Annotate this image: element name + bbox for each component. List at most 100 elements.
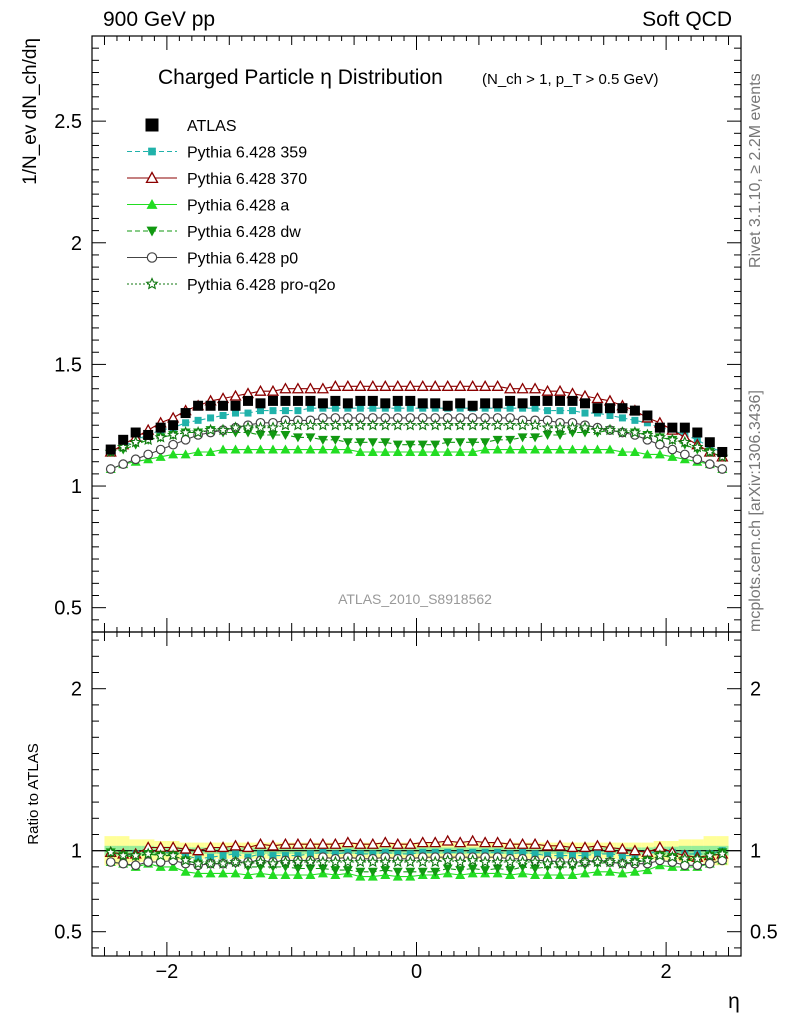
- ratio-point: [366, 837, 379, 849]
- data-point: [243, 444, 254, 454]
- data-point: [330, 435, 341, 445]
- ratio-y-tick-label: 2: [71, 679, 82, 701]
- ratio-point: [404, 837, 417, 849]
- ratio-point: [369, 850, 377, 858]
- ratio-point: [291, 855, 305, 868]
- ratio-point: [204, 841, 217, 853]
- data-point: [305, 444, 316, 454]
- y-tick-label: 1: [71, 476, 82, 498]
- ratio-point: [193, 868, 204, 878]
- ratio-point: [229, 839, 242, 851]
- data-point: [316, 418, 329, 431]
- data-point: [479, 379, 492, 391]
- ratio-point: [142, 847, 155, 860]
- data-point: [292, 395, 303, 406]
- ratio-y-tick-label-right: 2: [750, 679, 761, 701]
- data-point: [380, 438, 391, 448]
- data-point: [506, 404, 514, 412]
- data-point: [330, 444, 341, 454]
- ratio-point: [578, 855, 592, 868]
- data-point: [655, 439, 665, 450]
- data-point: [105, 444, 116, 455]
- legend-marker: [145, 118, 159, 132]
- x-axis-label: η: [728, 990, 740, 1013]
- ratio-point: [579, 868, 590, 878]
- data-point: [280, 395, 291, 406]
- ratio-point: [342, 866, 353, 876]
- data-point: [404, 379, 417, 391]
- data-point: [591, 423, 604, 436]
- data-point: [617, 446, 628, 456]
- data-point: [143, 429, 154, 440]
- ratio-point: [419, 848, 427, 856]
- data-point: [355, 395, 366, 406]
- data-point: [455, 398, 466, 409]
- series-layer: [104, 379, 729, 881]
- ratio-point: [279, 855, 292, 868]
- data-point: [442, 400, 453, 411]
- ratio-point: [269, 852, 277, 860]
- ratio-point: [154, 849, 167, 861]
- ratio-point: [504, 855, 517, 868]
- data-point: [369, 404, 377, 412]
- ratio-point: [553, 839, 567, 851]
- ratio-point: [492, 864, 503, 874]
- ratio-point: [628, 855, 642, 868]
- data-point: [454, 418, 467, 431]
- ratio-point: [230, 868, 241, 878]
- ratio-point: [541, 857, 554, 869]
- data-point: [604, 403, 615, 414]
- data-point: [244, 409, 252, 417]
- legend-label: Pythia 6.428 pro-q2o: [187, 277, 336, 294]
- data-point: [603, 423, 617, 436]
- data-point: [455, 446, 466, 456]
- ratio-point: [704, 858, 715, 869]
- x-tick-label: 0: [411, 961, 422, 983]
- data-point: [467, 400, 478, 411]
- data-point: [180, 408, 191, 419]
- analysis-id-label: ATLAS_2010_S8918562: [338, 591, 492, 607]
- ratio-point: [442, 864, 453, 874]
- data-point: [254, 421, 267, 433]
- data-point: [232, 409, 240, 417]
- data-point: [480, 444, 491, 454]
- ratio-point: [254, 855, 267, 868]
- data-point: [430, 398, 441, 409]
- ratio-point: [716, 847, 729, 860]
- ratio-point: [291, 837, 305, 849]
- ratio-point: [329, 855, 342, 868]
- data-point: [392, 440, 403, 450]
- data-point: [366, 418, 379, 431]
- ratio-point: [381, 848, 389, 856]
- data-point: [405, 446, 416, 456]
- data-point: [379, 379, 392, 391]
- data-point: [541, 421, 554, 433]
- data-point: [355, 438, 366, 448]
- data-point: [394, 404, 402, 412]
- data-point: [555, 395, 566, 406]
- data-point: [530, 395, 541, 406]
- data-point: [417, 446, 428, 456]
- data-point: [579, 444, 590, 454]
- data-point: [255, 398, 266, 409]
- ratio-point: [641, 853, 654, 866]
- ratio-point: [431, 848, 439, 856]
- data-point: [441, 379, 454, 391]
- ratio-point: [530, 864, 541, 874]
- data-point: [207, 414, 215, 422]
- ratio-point: [516, 855, 529, 868]
- ratio-y-axis-label: Ratio to ATLAS: [25, 743, 42, 844]
- ratio-point: [631, 852, 639, 860]
- data-point: [317, 435, 328, 445]
- ratio-point: [266, 839, 280, 851]
- ratio-y-tick-label: 1: [71, 841, 82, 863]
- data-point: [366, 379, 379, 391]
- data-point: [392, 446, 403, 456]
- legend: ATLAS Pythia 6.428 359 Pythia 6.428 370 Pyt…: [127, 118, 336, 294]
- header-right-label: Soft QCD: [642, 8, 732, 31]
- ratio-point: [603, 841, 617, 853]
- data-point: [653, 430, 666, 443]
- data-point: [330, 395, 341, 406]
- data-point: [592, 444, 603, 454]
